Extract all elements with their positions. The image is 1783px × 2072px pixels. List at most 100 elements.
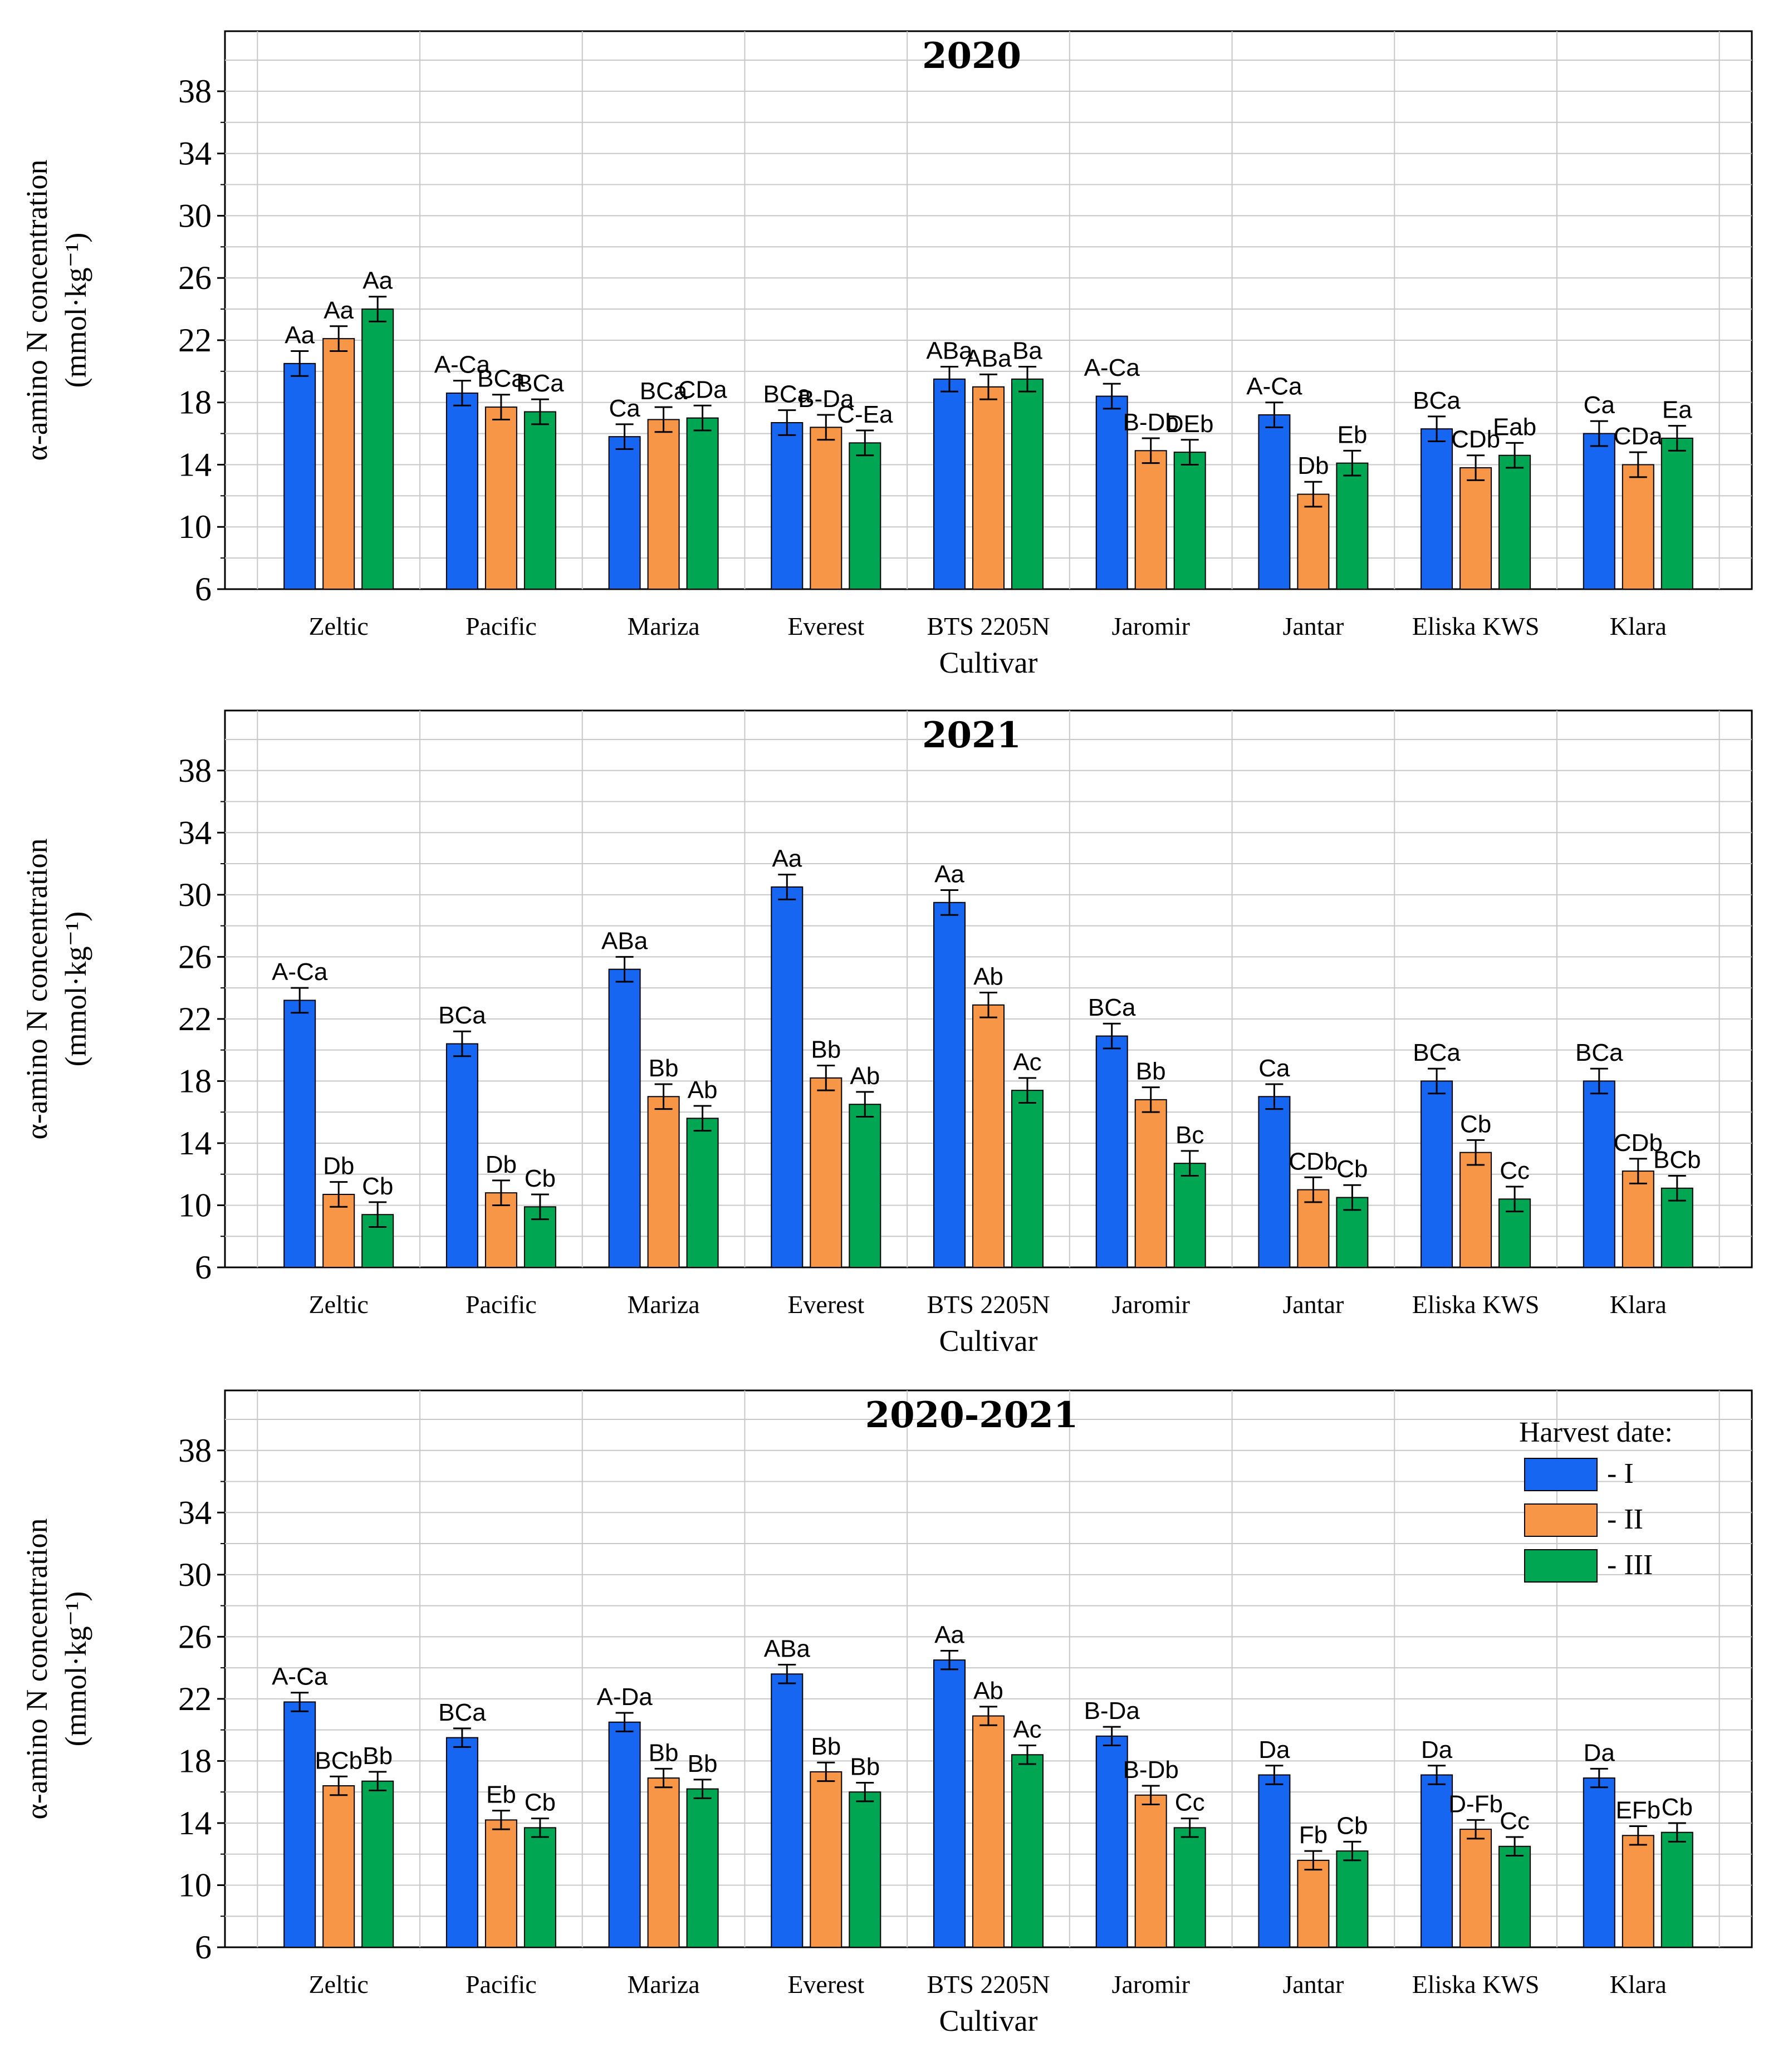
significance-label: Db <box>486 1151 517 1178</box>
category-label: BTS 2205N <box>927 1290 1050 1319</box>
bar <box>361 308 394 590</box>
significance-label: Ca <box>609 395 640 422</box>
category-label: Pacific <box>466 612 537 640</box>
significance-label: Cb <box>362 1173 393 1200</box>
bar <box>361 1780 394 1948</box>
bar <box>1258 414 1291 590</box>
bar <box>972 386 1005 590</box>
category-label: Pacific <box>466 1290 537 1319</box>
significance-label: Ca <box>1258 1055 1290 1082</box>
bar <box>933 1659 966 1948</box>
y-tick-label: 22 <box>178 322 212 359</box>
y-tick-label: 10 <box>178 1867 212 1903</box>
y-tick-label: 22 <box>178 1001 212 1037</box>
y-tick-label: 30 <box>178 1556 212 1593</box>
significance-label: Bb <box>649 1055 679 1082</box>
y-tick-label: 30 <box>178 876 212 913</box>
y-tick-label: 34 <box>178 1494 212 1531</box>
bar <box>647 1096 680 1268</box>
significance-label: BCa <box>477 365 525 393</box>
legend-label: - II <box>1607 1503 1643 1535</box>
significance-label: BCa <box>1575 1039 1623 1066</box>
bar <box>1583 433 1615 590</box>
legend-label: - III <box>1607 1549 1653 1581</box>
y-tick-label: 14 <box>178 1805 212 1841</box>
significance-label: BCb <box>315 1747 363 1774</box>
significance-label: DEb <box>1166 410 1214 438</box>
category-label: Jaromir <box>1111 1290 1190 1319</box>
bar <box>1173 1163 1206 1268</box>
bar <box>972 1004 1005 1268</box>
legend-label: - I <box>1607 1458 1634 1490</box>
significance-label: BCa <box>438 1002 486 1029</box>
significance-label: Aa <box>934 1621 964 1648</box>
category-label: Everest <box>787 1970 864 1998</box>
significance-label: Ab <box>973 963 1003 990</box>
bar <box>1173 452 1206 590</box>
bar <box>1459 467 1492 590</box>
bar <box>771 422 804 590</box>
significance-label: Ea <box>1662 396 1692 424</box>
x-axis-title: Cultivar <box>939 646 1038 679</box>
significance-label: BCb <box>1653 1146 1701 1173</box>
bar <box>647 419 680 590</box>
y-tick-label: 6 <box>195 1929 212 1966</box>
category-label: Jantar <box>1282 1970 1344 1998</box>
bar <box>933 378 966 590</box>
bar <box>445 1043 478 1268</box>
y-axis-label-line1: α-amino N concentration <box>20 838 53 1139</box>
bar <box>771 1673 804 1948</box>
significance-label: Aa <box>285 322 315 349</box>
significance-label: ABa <box>601 927 648 954</box>
bar <box>608 968 641 1268</box>
bar <box>686 1118 719 1268</box>
significance-label: B-Da <box>1084 1697 1140 1725</box>
bar <box>283 1701 316 1948</box>
significance-label: Bc <box>1175 1121 1204 1149</box>
bar <box>972 1715 1005 1948</box>
bar <box>1420 1774 1453 1948</box>
bar <box>1134 450 1167 590</box>
bar <box>1459 1152 1492 1268</box>
significance-label: B-Db <box>1123 409 1179 436</box>
significance-label: Ab <box>973 1677 1003 1704</box>
bar <box>1583 1080 1615 1268</box>
bar <box>322 338 355 590</box>
bar <box>1297 1859 1330 1948</box>
chart-panel-1: 2021 6 10 14 18 22 26 30 34 38 α-amino N concentra… <box>20 709 1753 1358</box>
significance-label: BCa <box>1413 387 1461 414</box>
chart-panel-0: 2020 6 10 14 18 22 26 30 34 38 α-amino N concentra… <box>20 30 1753 679</box>
bar <box>1134 1099 1167 1268</box>
significance-label: Ab <box>850 1062 880 1090</box>
significance-label: BCa <box>763 381 811 408</box>
bar <box>1660 437 1693 590</box>
y-axis-label-line2: (mmol·kg⁻¹) <box>59 233 92 388</box>
y-tick-label: 10 <box>178 508 212 545</box>
bar <box>686 1788 719 1948</box>
significance-label: Bb <box>363 1742 393 1770</box>
significance-label: Aa <box>363 267 393 295</box>
significance-label: Eb <box>1337 421 1367 448</box>
category-label: Klara <box>1610 1970 1667 1998</box>
bar <box>1258 1774 1291 1948</box>
category-label: BTS 2205N <box>927 612 1050 640</box>
significance-label: A-Ca <box>1084 354 1140 381</box>
y-tick-label: 26 <box>178 259 212 296</box>
significance-label: ABa <box>926 337 973 364</box>
legend-swatch <box>1524 1458 1598 1491</box>
bar <box>810 1077 842 1268</box>
bar <box>1095 395 1128 590</box>
significance-label: Db <box>323 1153 354 1180</box>
significance-label: Cb <box>1336 1155 1368 1183</box>
bar <box>1336 1850 1369 1948</box>
significance-label: Eab <box>1493 413 1536 440</box>
significance-label: Cc <box>1500 1808 1530 1835</box>
significance-label: Bb <box>850 1753 880 1780</box>
significance-label: A-Ca <box>434 351 491 379</box>
legend-title: Harvest date: <box>1519 1417 1673 1448</box>
significance-label: Fb <box>1299 1821 1328 1849</box>
significance-label: Ac <box>1013 1049 1041 1076</box>
significance-label: CDa <box>1614 423 1663 450</box>
significance-label: Aa <box>324 297 354 324</box>
